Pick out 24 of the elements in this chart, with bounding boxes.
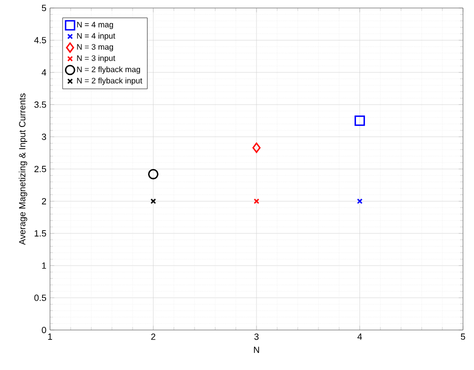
point (150, 198, 156, 204)
x-tick-label: 2 (151, 334, 156, 340)
y-tick-label: 2.5 (34, 166, 46, 172)
point (354, 116, 365, 126)
y-tick-label: 4.5 (34, 37, 46, 44)
x-tick-label: 1 (48, 334, 52, 340)
y-tick-label: 5 (42, 4, 46, 12)
y-tick-label: 4 (42, 69, 46, 76)
x-tick-label: 4 (357, 334, 362, 340)
point (254, 198, 260, 204)
x-axis-title: N (254, 346, 260, 353)
x-tick-label: 5 (460, 334, 466, 340)
y-tick-label: 0.5 (34, 294, 46, 301)
y-tick-label: 3.5 (34, 101, 46, 108)
x-tick-label: 3 (254, 334, 259, 340)
y-axis-title: Average Magnetizing & Input Currents (18, 93, 28, 245)
y-tick-label: 0 (42, 326, 46, 334)
point (252, 142, 261, 153)
y-tick-label: 3 (42, 134, 46, 140)
y-tick-label: 2 (42, 198, 46, 204)
y-tick-label: 1 (42, 262, 46, 269)
point (356, 198, 363, 204)
point (148, 168, 158, 180)
y-tick-label: 1.5 (34, 230, 46, 237)
